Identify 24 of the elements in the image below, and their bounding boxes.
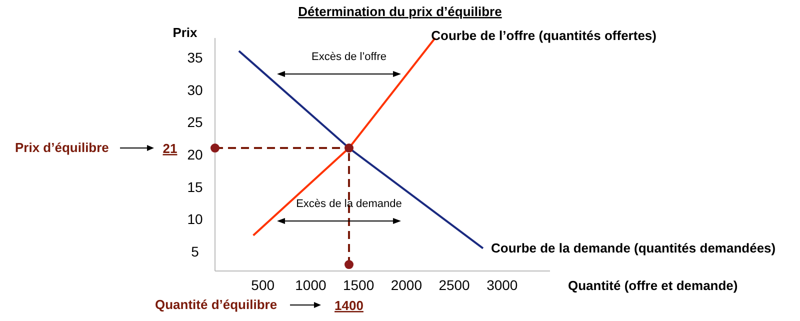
y-tick-label: 5 (191, 244, 200, 260)
x-axis-title: Quantité (offre et demande) (568, 278, 738, 293)
chart-title: Détermination du prix d’équilibre (298, 4, 502, 19)
y-tick-label: 15 (187, 178, 203, 195)
y-tick-label: 30 (187, 82, 203, 98)
x-tick-label: 1000 (295, 277, 326, 293)
y-tick-label: 10 (187, 211, 203, 228)
ref-line-label: Quantité d’équilibre (155, 297, 278, 312)
y-axis-title: Prix (172, 25, 198, 40)
y-tick-label: 20 (187, 146, 203, 162)
x-tick-label: 2000 (390, 277, 422, 293)
annotation: Excès de l’offre (311, 51, 387, 63)
series-label: Courbe de la demande (quantités demandées) (491, 240, 776, 256)
y-tick-label: 25 (187, 114, 203, 130)
annotation: Excès de la demande (296, 198, 402, 210)
y-tick-label: 35 (187, 49, 203, 66)
x-tick-label: 1500 (342, 277, 374, 293)
series-label: Courbe de l’offre (quantités offertes) (431, 28, 656, 43)
text: 21 (162, 141, 178, 156)
text: 1400 (334, 298, 364, 313)
ref-line-label: Prix d’équilibre (15, 140, 109, 156)
x-tick-label: 500 (251, 277, 275, 293)
x-tick-label: 2500 (438, 277, 470, 293)
x-tick-label: 3000 (486, 277, 518, 293)
